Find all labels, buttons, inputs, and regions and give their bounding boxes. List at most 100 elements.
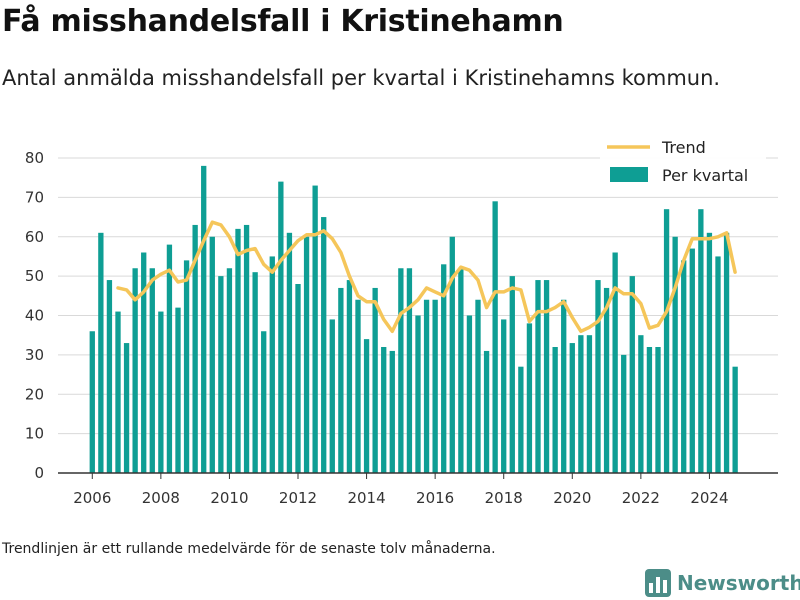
bar-2008-Q4 xyxy=(183,260,190,473)
bar-2018-Q4 xyxy=(526,323,533,473)
x-tick-label: 2008 xyxy=(142,489,180,507)
x-tick-label: 2014 xyxy=(347,489,385,507)
bar-2016-Q2 xyxy=(441,264,447,473)
trend-line xyxy=(116,220,737,334)
bar-2012-Q1 xyxy=(295,284,301,473)
bar-2021-Q2 xyxy=(612,252,618,473)
bar-2013-Q2 xyxy=(338,287,344,473)
bar-2023-Q1 xyxy=(672,236,678,473)
y-tick-label: 10 xyxy=(25,425,44,443)
y-tick-label: 20 xyxy=(25,385,44,403)
bar-2010-Q1 xyxy=(226,268,233,473)
bar-2013-Q1 xyxy=(329,319,335,473)
bar-2023-Q3 xyxy=(689,248,695,473)
legend: Trend Per kvartal xyxy=(600,133,766,189)
bar-2014-Q1 xyxy=(363,339,370,473)
legend-per-kvartal-label: Per kvartal xyxy=(662,166,748,185)
bar-2016-Q4 xyxy=(458,268,464,473)
bar-2020-Q3 xyxy=(586,335,593,473)
x-tick-label: 2016 xyxy=(416,489,454,507)
bar-2013-Q4 xyxy=(355,299,361,473)
bar-2021-Q1 xyxy=(603,287,610,473)
newsworthy-logo: Newsworthy xyxy=(645,568,800,598)
bar-2011-Q3 xyxy=(278,181,284,473)
bar-2006-Q4 xyxy=(115,311,121,473)
bar-2014-Q3 xyxy=(381,347,387,473)
bar-2017-Q2 xyxy=(475,299,481,473)
bar-series-per-kvartal xyxy=(89,165,738,473)
chart: 0 10 20 30 40 50 60 70 80 2006 2008 2010 2012 2014 201… xyxy=(25,133,778,507)
bar-2014-Q2 xyxy=(372,287,378,473)
page-subtitle: Antal anmälda misshandelsfall per kvarta… xyxy=(2,66,721,90)
x-tick-label: 2010 xyxy=(210,489,248,507)
bar-2022-Q4 xyxy=(663,209,670,473)
bar-2018-Q2 xyxy=(509,276,515,473)
bar-2016-Q1 xyxy=(432,299,438,473)
axes: 0 10 20 30 40 50 60 70 80 2006 2008 2010 2012 2014 201… xyxy=(25,149,778,507)
y-tick-label: 50 xyxy=(25,267,44,285)
bar-2008-Q1 xyxy=(158,311,164,473)
bar-2007-Q1 xyxy=(123,343,130,473)
bar-2024-Q2 xyxy=(715,256,721,473)
bar-2023-Q4 xyxy=(698,209,704,473)
bar-2024-Q4 xyxy=(732,366,738,473)
bar-2015-Q2 xyxy=(406,268,413,473)
y-tick-label: 70 xyxy=(25,188,44,206)
legend-per-kvartal-swatch xyxy=(610,167,648,182)
y-tick-label: 0 xyxy=(34,464,44,482)
line-series-trend xyxy=(116,220,737,334)
y-tick-label: 30 xyxy=(25,346,44,364)
bar-2009-Q4 xyxy=(218,276,224,473)
bar-2006-Q3 xyxy=(106,280,113,473)
bar-chart-logo-icon xyxy=(645,569,671,597)
bar-2023-Q2 xyxy=(681,260,687,473)
bar-2010-Q3 xyxy=(243,224,250,473)
bar-2009-Q1 xyxy=(192,224,198,473)
bar-2012-Q3 xyxy=(312,185,318,473)
bar-2020-Q4 xyxy=(595,280,601,473)
bar-2008-Q2 xyxy=(166,244,173,473)
bar-2017-Q1 xyxy=(466,315,473,473)
bar-2011-Q1 xyxy=(261,331,267,473)
bar-2007-Q4 xyxy=(149,268,155,473)
x-tick-label: 2022 xyxy=(622,489,660,507)
bar-2019-Q2 xyxy=(543,280,550,473)
page-title: Få misshandelsfall i Kristinehamn xyxy=(2,4,564,39)
bar-2017-Q3 xyxy=(483,350,490,473)
bar-2009-Q2 xyxy=(201,165,207,473)
bar-2010-Q4 xyxy=(252,272,258,473)
bar-2006-Q2 xyxy=(98,232,104,473)
legend-trend-label: Trend xyxy=(661,138,706,157)
bar-2019-Q4 xyxy=(561,299,567,473)
bar-2010-Q2 xyxy=(235,228,241,473)
bar-2015-Q4 xyxy=(423,299,430,473)
logo-text: Newsworthy xyxy=(677,571,800,595)
bar-2021-Q4 xyxy=(629,276,635,473)
bar-2020-Q1 xyxy=(569,343,575,473)
bar-2007-Q3 xyxy=(141,252,147,473)
x-tick-label: 2012 xyxy=(279,489,317,507)
bar-2007-Q2 xyxy=(132,268,138,473)
bar-2019-Q3 xyxy=(552,347,558,473)
bar-2016-Q3 xyxy=(449,236,455,473)
bar-2021-Q3 xyxy=(621,354,627,473)
bar-2012-Q4 xyxy=(321,217,327,473)
x-tick-label: 2018 xyxy=(485,489,523,507)
x-tick-label: 2006 xyxy=(73,489,111,507)
bar-2011-Q2 xyxy=(269,256,275,473)
bar-2020-Q2 xyxy=(578,335,584,473)
bar-2022-Q1 xyxy=(638,335,644,473)
bar-2008-Q3 xyxy=(175,307,181,473)
x-tick-label: 2020 xyxy=(553,489,591,507)
bar-2014-Q4 xyxy=(389,350,395,473)
bar-2022-Q2 xyxy=(646,347,653,473)
bar-2024-Q1 xyxy=(706,232,713,473)
y-tick-label: 80 xyxy=(25,149,44,167)
bar-2024-Q3 xyxy=(723,232,730,473)
bar-2015-Q1 xyxy=(398,268,404,473)
x-tick-label: 2024 xyxy=(690,489,728,507)
bar-2009-Q3 xyxy=(209,236,215,473)
bar-2015-Q3 xyxy=(415,315,421,473)
bar-2012-Q2 xyxy=(303,236,310,473)
y-tick-label: 40 xyxy=(25,307,44,325)
